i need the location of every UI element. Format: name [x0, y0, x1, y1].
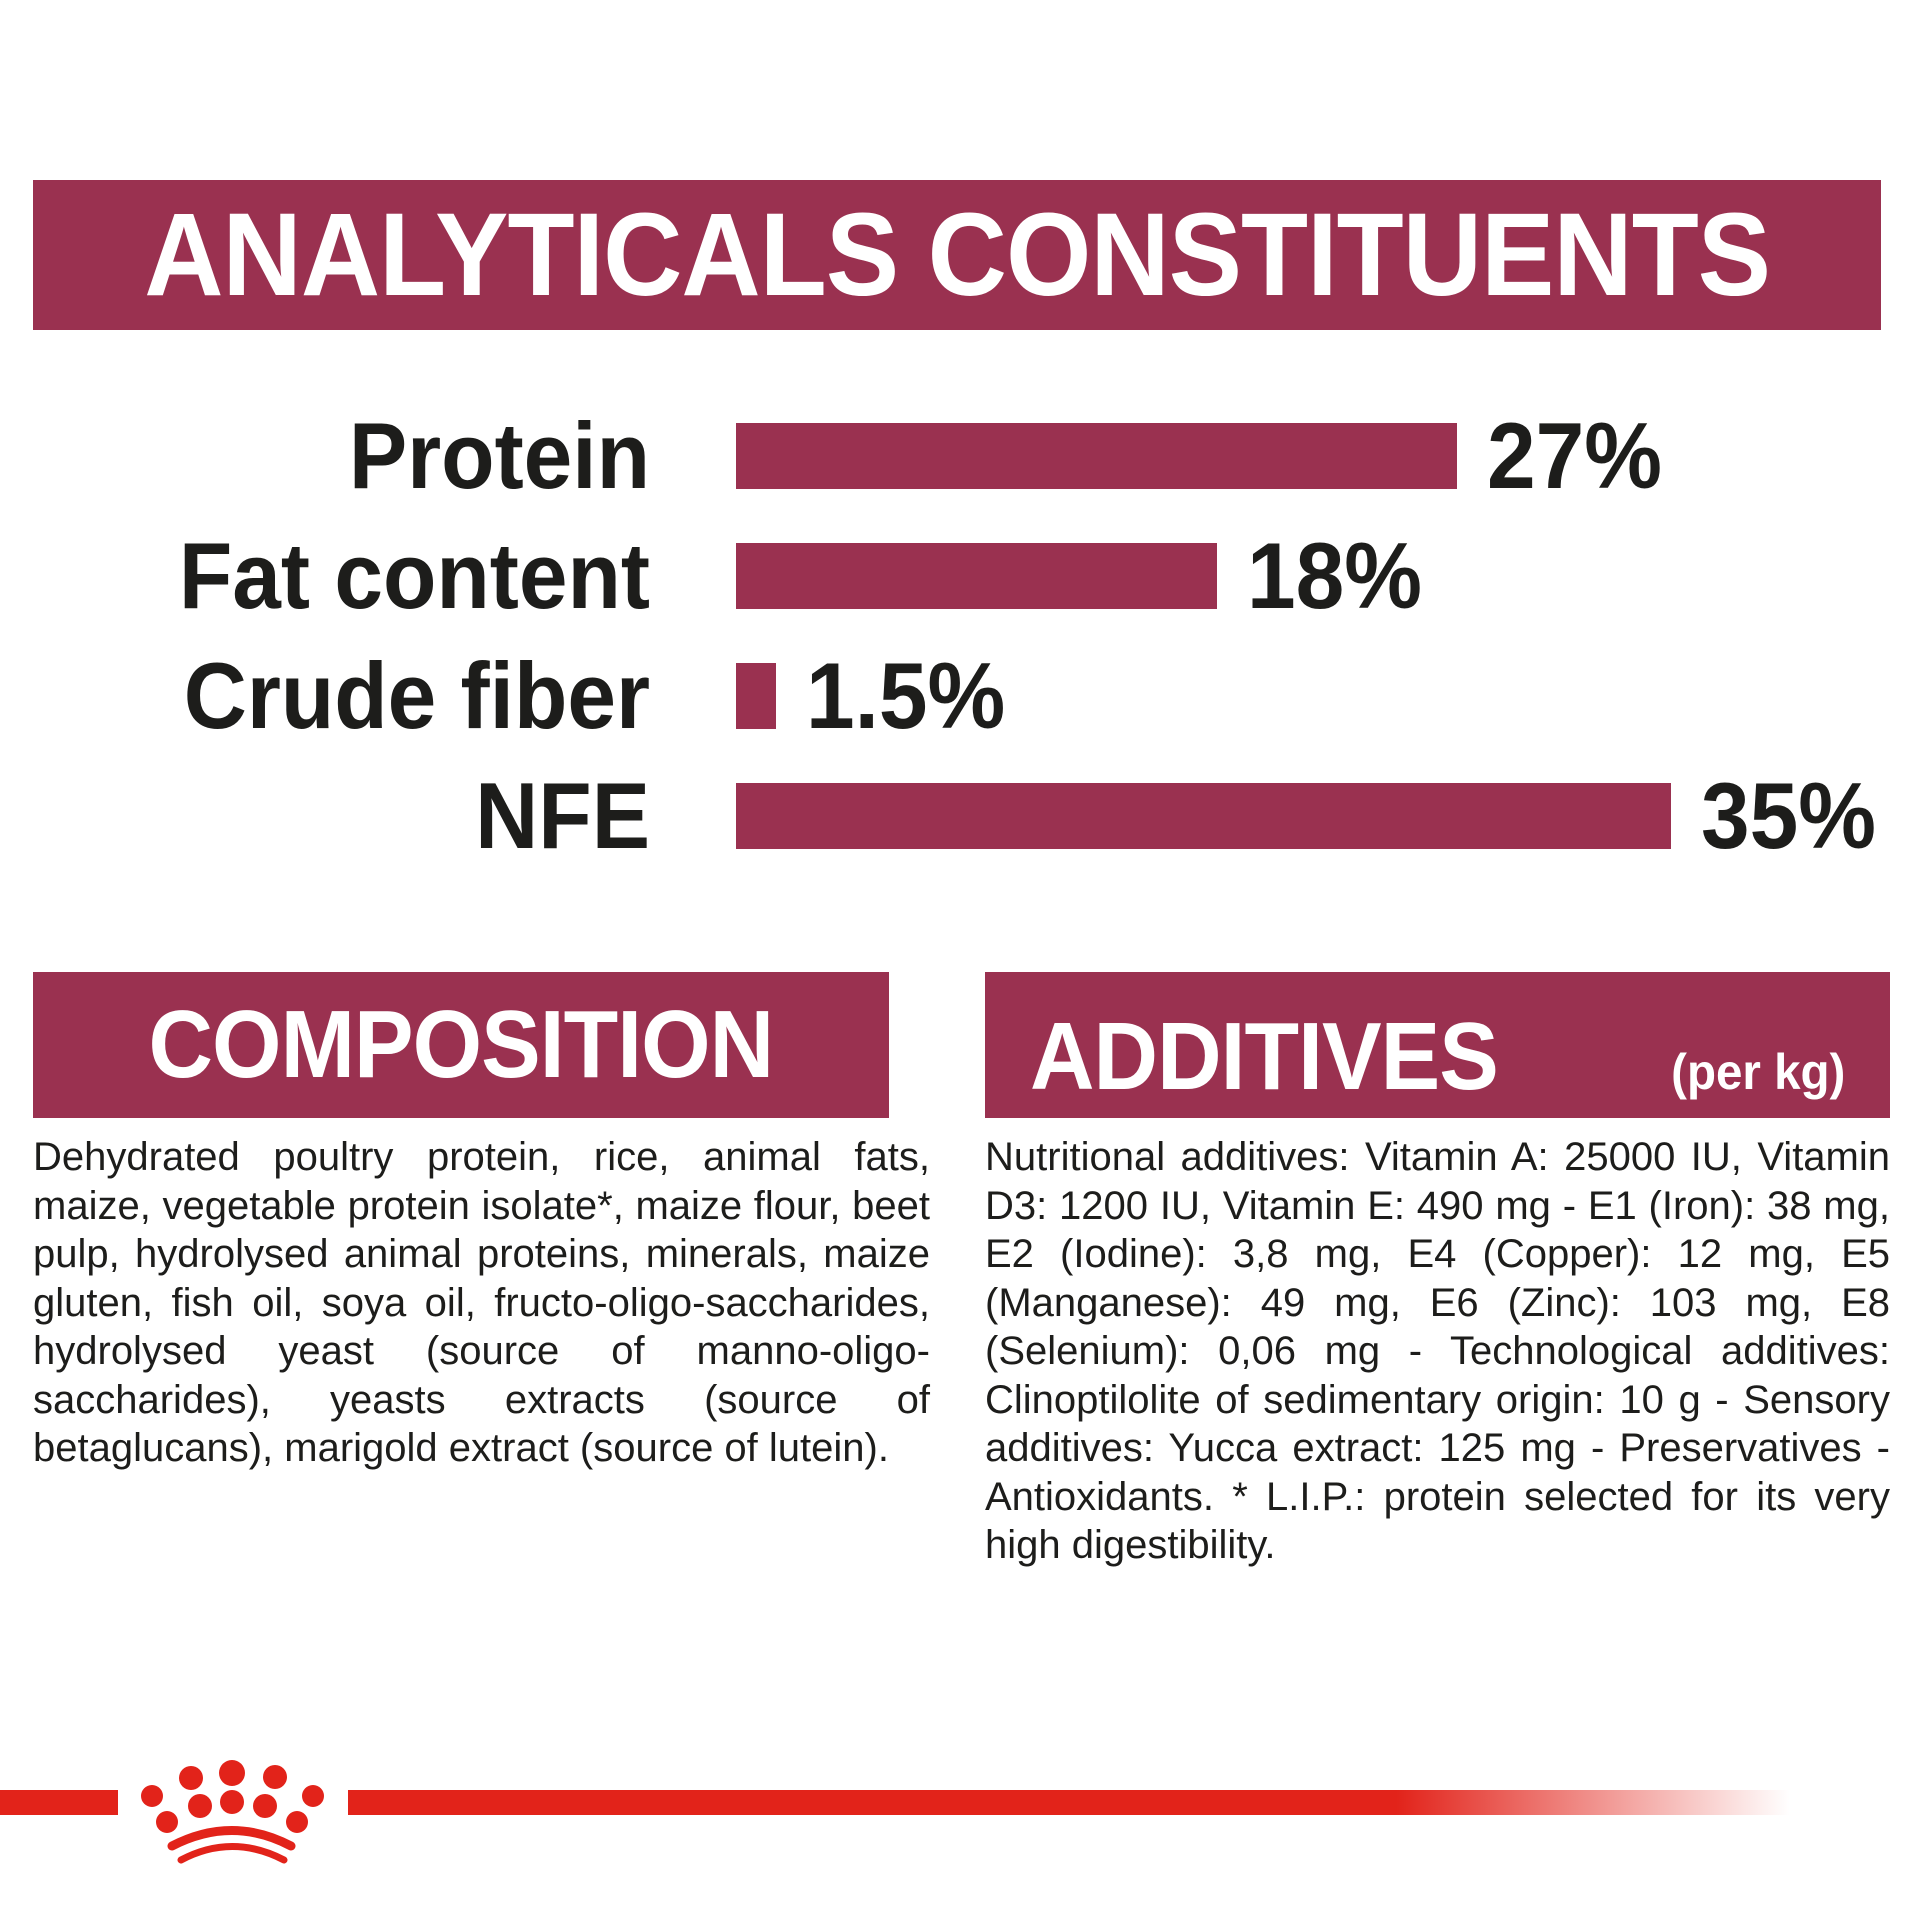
- analyticals-constituents-banner: ANALYTICALS CONSTITUENTS: [33, 180, 1881, 330]
- bar-label: Fat content: [178, 523, 650, 628]
- additives-text: Nutritional additives: Vitamin A: 25000 …: [985, 1135, 1890, 1567]
- bar-label: NFE: [475, 763, 650, 868]
- composition-banner: COMPOSITION: [33, 972, 889, 1118]
- chart-row: Protein 27%: [0, 403, 1920, 508]
- composition-title: COMPOSITION: [148, 991, 775, 1098]
- bar-value: 18%: [1247, 523, 1422, 628]
- chart-row: NFE 35%: [0, 763, 1920, 868]
- bar: [736, 423, 1457, 489]
- analyticals-bar-chart: Protein 27% Fat content 18% Crude fiber …: [0, 403, 1920, 868]
- analyticals-title: ANALYTICALS CONSTITUENTS: [144, 189, 1771, 321]
- additives-banner: ADDITIVES (per kg): [985, 972, 1890, 1118]
- royal-canin-crown-icon: [141, 1760, 324, 1864]
- additives-per-kg-label: (per kg): [1670, 1044, 1845, 1100]
- bar-label: Protein: [348, 403, 650, 508]
- composition-text: Dehydrated poultry protein, rice, animal…: [33, 1135, 930, 1470]
- bar-label: Crude fiber: [183, 643, 650, 748]
- bar: [736, 783, 1671, 849]
- additives-banner-inner: ADDITIVES (per kg): [1030, 1002, 1845, 1112]
- chart-row: Crude fiber 1.5%: [0, 643, 1920, 748]
- bar-value: 27%: [1487, 403, 1662, 508]
- chart-row: Fat content 18%: [0, 523, 1920, 628]
- bar-value: 35%: [1701, 763, 1876, 868]
- bar: [736, 543, 1217, 609]
- bar: [736, 663, 776, 729]
- bar-value: 1.5%: [806, 643, 1006, 748]
- additives-title: ADDITIVES: [1030, 1003, 1499, 1110]
